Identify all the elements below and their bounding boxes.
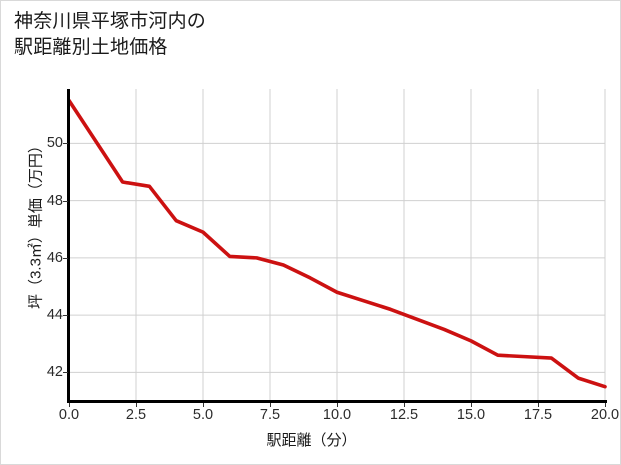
chart-title: 神奈川県平塚市河内の 駅距離別土地価格 — [14, 11, 207, 58]
x-tick-label: 15.0 — [456, 407, 486, 423]
x-tick-mark — [538, 403, 539, 407]
y-tick-mark — [63, 315, 68, 317]
x-tick-mark — [69, 403, 70, 407]
x-tick-label: 0.0 — [58, 407, 80, 423]
y-axis-title: 坪（3.3㎡）単価（万円） — [27, 138, 45, 309]
price-line — [69, 100, 605, 386]
y-tick-mark — [63, 257, 68, 259]
x-axis-title: 駅距離（分） — [266, 432, 357, 449]
x-tick-label: 5.0 — [192, 407, 214, 423]
x-tick-mark — [270, 403, 271, 407]
x-axis-tick-labels: 0.0 2.5 5.0 7.5 10.0 12.5 15.0 17.5 20.0 — [1, 407, 620, 429]
x-tick-label: 2.5 — [125, 407, 147, 423]
y-tick-mark — [63, 372, 68, 374]
x-tick-label: 12.5 — [389, 407, 419, 423]
x-tick-label: 20.0 — [590, 407, 620, 423]
x-tick-mark — [203, 403, 204, 407]
y-tick-label: 48 — [46, 192, 63, 209]
plot-area — [69, 89, 605, 401]
x-axis-spine — [67, 400, 607, 403]
y-tick-label: 46 — [46, 249, 63, 266]
x-tick-label: 10.0 — [322, 407, 352, 423]
y-axis-tick-labels: 42 44 46 48 50 — [19, 1, 63, 464]
x-tick-mark — [136, 403, 137, 407]
y-axis-spine — [67, 89, 70, 403]
x-tick-label: 7.5 — [259, 407, 281, 423]
x-tick-label: 17.5 — [523, 407, 553, 423]
y-tick-mark — [63, 200, 68, 202]
x-tick-mark — [471, 403, 472, 407]
x-tick-mark — [337, 403, 338, 407]
y-tick-mark — [63, 143, 68, 145]
data-line-series — [69, 89, 605, 401]
y-tick-label: 50 — [46, 135, 63, 152]
x-tick-mark — [404, 403, 405, 407]
y-tick-label: 42 — [46, 364, 63, 381]
y-tick-label: 44 — [46, 307, 63, 324]
x-tick-mark — [605, 403, 606, 407]
